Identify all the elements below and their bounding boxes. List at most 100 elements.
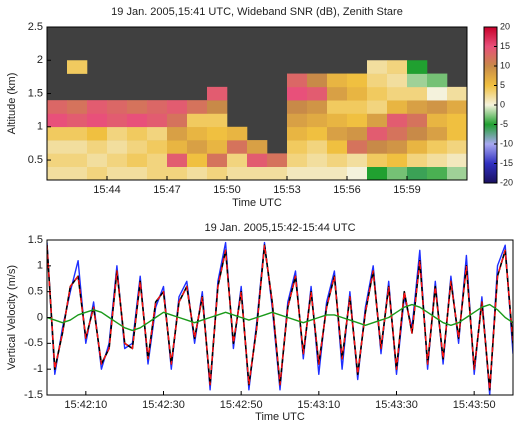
heatmap-cell [327, 140, 348, 154]
heatmap-cell [347, 126, 368, 141]
heatmap-cell [87, 113, 108, 128]
plot-background [47, 240, 513, 395]
heatmap-cell [407, 126, 428, 141]
heatmap-cell [127, 166, 148, 181]
heatmap-cell [427, 73, 448, 88]
series-line [47, 244, 513, 391]
heatmap-cell [367, 60, 388, 74]
heatmap-cell [127, 113, 148, 128]
x-tick-label: 15:42:10 [64, 399, 107, 411]
heatmap-cell [347, 86, 368, 101]
heatmap-cell [387, 60, 408, 74]
heatmap-cell [147, 166, 168, 181]
x-tick-label: 15:47 [153, 184, 181, 196]
y-tick-label: 1.5 [28, 234, 43, 246]
colorbar-tick-label: -15 [500, 158, 513, 168]
heatmap-cell [287, 153, 308, 167]
heatmap-cell [147, 126, 168, 141]
heatmap-cell [447, 153, 468, 167]
y-tick-label: -0.5 [24, 337, 43, 349]
heatmap-cell [407, 113, 428, 128]
heatmap-cell [267, 166, 288, 181]
heatmap-cell [107, 153, 128, 167]
heatmap-cell [267, 153, 288, 167]
colorbar-tick-label: 5 [500, 80, 505, 90]
heatmap-cell [67, 60, 88, 74]
heatmap-cell [347, 140, 368, 154]
y-tick-label: 1.5 [28, 87, 43, 99]
heatmap-cell [447, 166, 468, 181]
heatmap-cell [327, 100, 348, 114]
heatmap-cell [307, 153, 328, 167]
heatmap-cell [427, 113, 448, 128]
heatmap-cell [347, 73, 368, 88]
heatmap-cell [107, 100, 128, 114]
heatmap-cell [187, 113, 208, 128]
colorbar-tick-label: -20 [500, 177, 513, 187]
heatmap-cell [387, 166, 408, 181]
heatmap-cell [327, 73, 348, 88]
heatmap-cell [107, 140, 128, 154]
heatmap-cell [367, 113, 388, 128]
heatmap-cell [327, 166, 348, 181]
x-axis-label: Time UTC [232, 197, 282, 209]
series-line [47, 241, 513, 395]
colorbar-tick-label: 15 [500, 41, 510, 51]
heatmap-cell [347, 113, 368, 128]
heatmap-cell [367, 86, 388, 101]
heatmap-cell [307, 86, 328, 101]
heatmap-cell [307, 73, 328, 88]
heatmap-cell [207, 126, 228, 141]
heatmap-cell [167, 140, 188, 154]
y-tick-label: 1 [37, 260, 43, 272]
x-tick-label: 15:43:50 [453, 399, 496, 411]
y-tick-label: 0.5 [28, 286, 43, 298]
heatmap-cell [387, 153, 408, 167]
heatmap-cell [427, 126, 448, 141]
heatmap-cell [407, 140, 428, 154]
x-tick-label: 15:43:10 [297, 399, 340, 411]
heatmap-cell [127, 153, 148, 167]
heatmap-cell [187, 153, 208, 167]
heatmap-cell [147, 153, 168, 167]
heatmap-cell [327, 113, 348, 128]
heatmap-cell [427, 86, 448, 101]
heatmap-cell [287, 166, 308, 181]
series-line [47, 303, 513, 332]
y-axis-label: Altitude (km) [6, 73, 18, 135]
heatmap-cell [147, 100, 168, 114]
x-tick-label: 15:59 [393, 184, 421, 196]
heatmap-cell [87, 166, 108, 181]
heatmap-cell [327, 153, 348, 167]
heatmap-cell [147, 140, 168, 154]
heatmap-cell [447, 86, 468, 101]
heatmap-cell [367, 140, 388, 154]
heatmap-cell [167, 166, 188, 181]
heatmap-cell [187, 126, 208, 141]
heatmap-cell [227, 153, 248, 167]
heatmap-cell [367, 73, 388, 88]
heatmap-cell [127, 140, 148, 154]
heatmap-cell [327, 86, 348, 101]
heatmap-cell [407, 73, 428, 88]
y-tick-label: 2.5 [28, 21, 43, 33]
heatmap-cell [427, 166, 448, 181]
heatmap-cell [387, 126, 408, 141]
heatmap-cell [67, 140, 88, 154]
colorbar-tick-label: 0 [500, 99, 505, 109]
heatmap-cell [47, 100, 68, 114]
heatmap-cell [207, 166, 228, 181]
heatmap-cell [127, 100, 148, 114]
heatmap-cell [387, 140, 408, 154]
heatmap-cell [307, 113, 328, 128]
heatmap-cell [187, 140, 208, 154]
heatmap-cell [107, 126, 128, 141]
heatmap-cell [167, 113, 188, 128]
heatmap-cell [167, 153, 188, 167]
heatmap-cell [347, 166, 368, 181]
colorbar-tick-label: -10 [500, 138, 513, 148]
heatmap-cell [407, 86, 428, 101]
y-tick-label: 1 [37, 121, 43, 133]
heatmap-cell [87, 153, 108, 167]
